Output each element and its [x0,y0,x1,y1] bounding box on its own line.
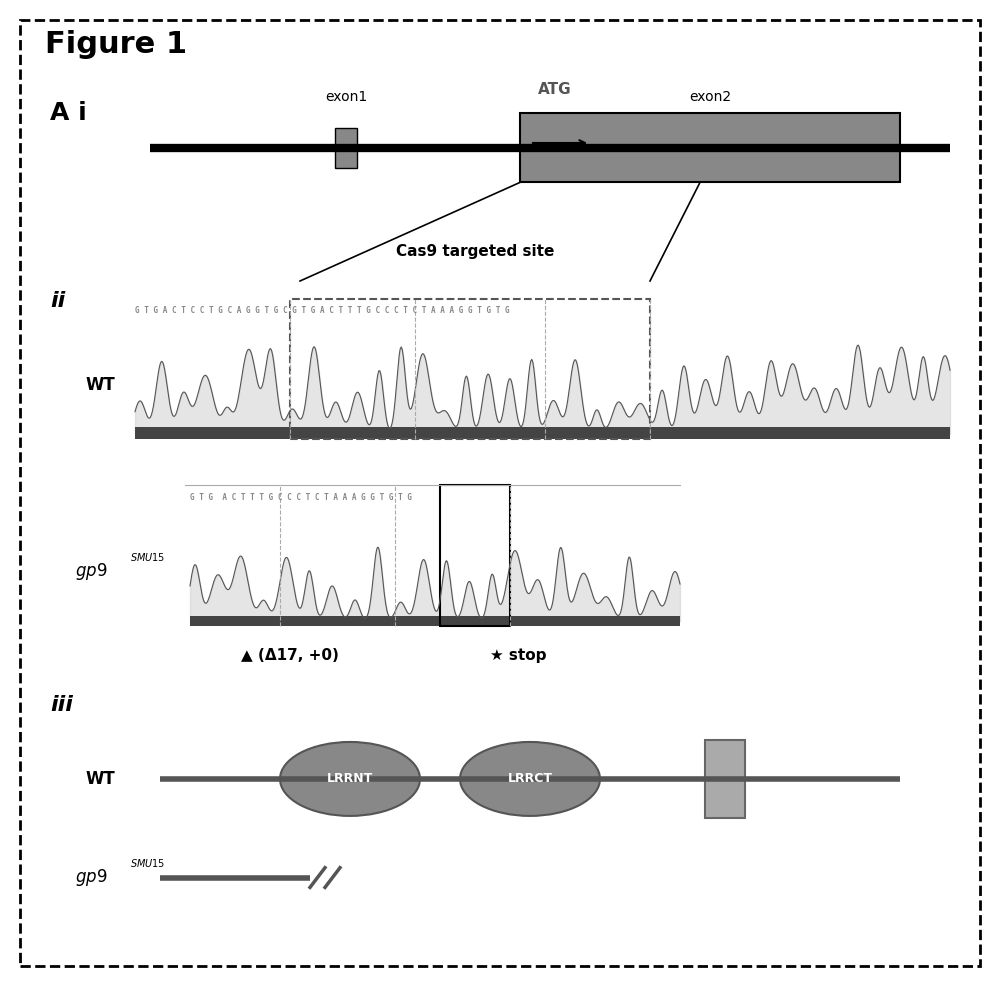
Text: WT: WT [85,770,115,788]
Text: ii: ii [50,291,65,311]
Bar [440,485,510,626]
Bar [190,616,680,626]
Text: exon2: exon2 [689,90,731,104]
Bar [520,113,900,182]
Text: WT: WT [85,376,115,393]
Text: iii: iii [50,695,73,715]
Bar [335,128,357,168]
Text: G T G A C T C C T G C A G G T G C G T G A C T T T G C C C T C T A A A G G T G T : G T G A C T C C T G C A G G T G C G T G … [135,306,510,316]
Text: LRRCT: LRRCT [508,772,552,786]
Ellipse shape [460,741,600,815]
Text: A i: A i [50,102,87,125]
Bar [290,299,650,439]
Text: $\it{SMU15}$: $\it{SMU15}$ [130,551,165,563]
Bar [705,740,745,818]
Bar [135,427,950,439]
Ellipse shape [280,741,420,815]
Text: ▲ (Δ17, +0): ▲ (Δ17, +0) [241,648,339,664]
Text: $\it{SMU15}$: $\it{SMU15}$ [130,857,165,869]
Text: Cas9 targeted site: Cas9 targeted site [396,244,554,259]
Text: Figure 1: Figure 1 [45,30,187,58]
Text: G T G  A C T T T G C C C T C T A A A G G T G T G: G T G A C T T T G C C C T C T A A A G G … [190,493,412,503]
Text: $\it{gp9}$: $\it{gp9}$ [75,561,107,583]
Text: ★ stop: ★ stop [490,648,546,664]
Text: LRRNT: LRRNT [327,772,373,786]
Text: ATG: ATG [538,82,572,97]
Text: $\it{gp9}$: $\it{gp9}$ [75,867,107,888]
Text: exon1: exon1 [325,90,367,104]
